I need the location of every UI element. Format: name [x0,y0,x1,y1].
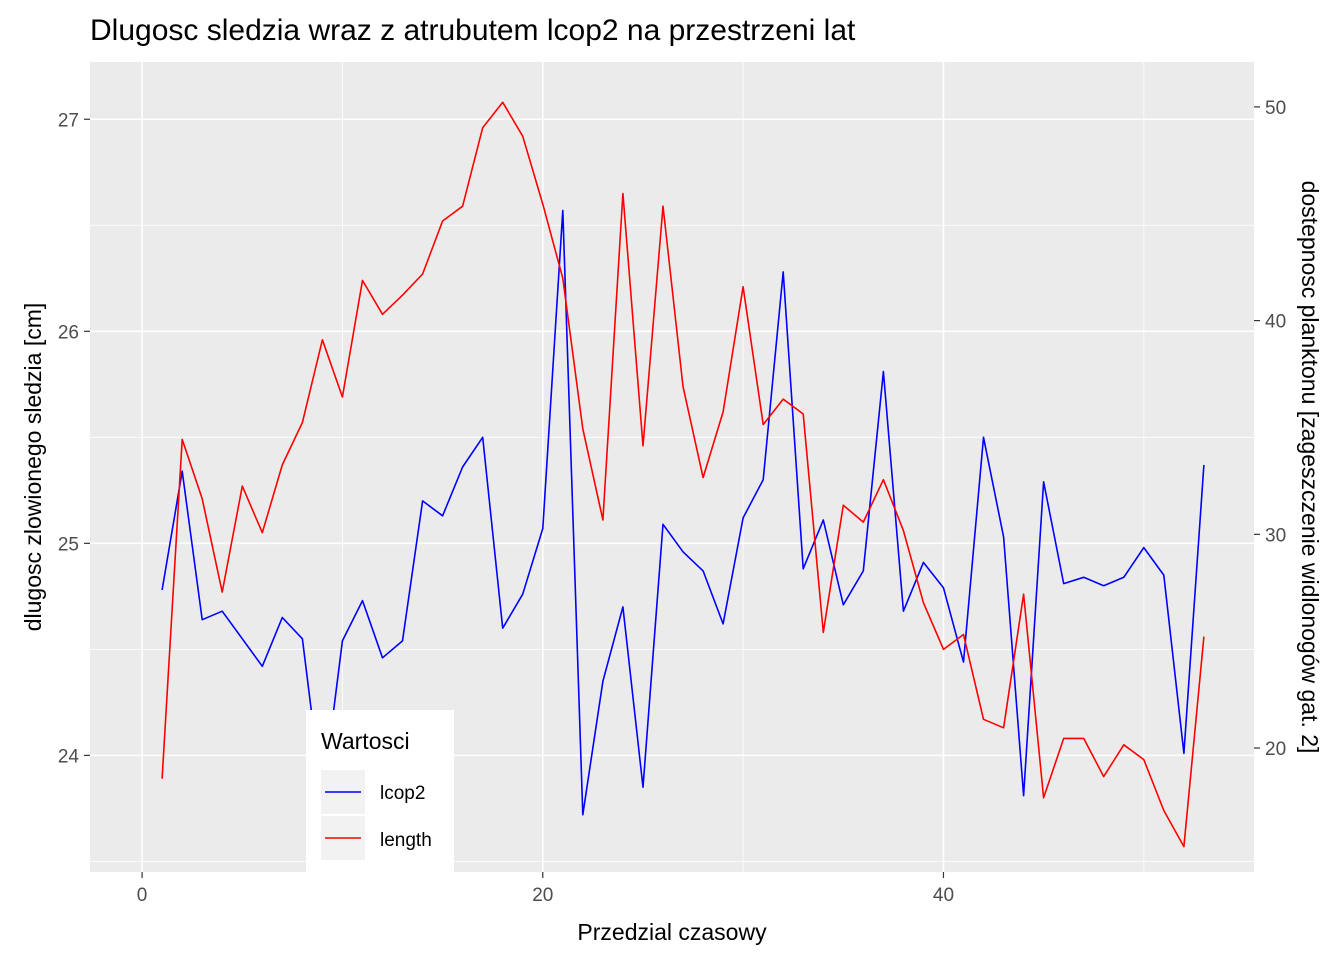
y-tick-label: 25 [58,534,79,555]
y-axis-right-title: dostepnosc planktonu [zageszczenie widlo… [1297,181,1323,754]
legend-label-length: length [380,830,432,851]
y-tick-label: 27 [58,110,79,131]
y-right-tick-label: 40 [1265,312,1286,333]
y-axis-right: 20 30 40 50 [1254,98,1286,760]
y-tick-label: 24 [58,746,80,767]
legend: Wartosci lcop2 length [306,710,454,872]
x-tick-label: 20 [532,885,553,906]
x-tick-label: 0 [137,885,148,906]
legend-title: Wartosci [321,728,410,754]
x-axis: 0 20 40 [137,872,954,906]
y-axis-title: dlugosc zlowionego sledzia [cm] [20,303,46,632]
legend-label-lcop2: lcop2 [380,783,425,804]
x-axis-title: Przedzial czasowy [577,919,767,945]
grid-major [90,62,1254,872]
series-line-lcop2 [161,209,1205,816]
series-line-length [161,101,1205,848]
series-layer [161,101,1205,848]
grid-minor [90,62,1254,872]
y-axis-left: 24 25 26 27 [58,110,90,767]
y-right-tick-label: 20 [1265,739,1286,760]
chart-title: Dlugosc sledzia wraz z atrubutem lcop2 n… [90,14,856,47]
y-right-tick-label: 50 [1265,98,1286,119]
x-tick-label: 40 [933,885,954,906]
y-tick-label: 26 [58,322,79,343]
y-right-tick-label: 30 [1265,525,1286,546]
plot-panel [90,62,1254,872]
